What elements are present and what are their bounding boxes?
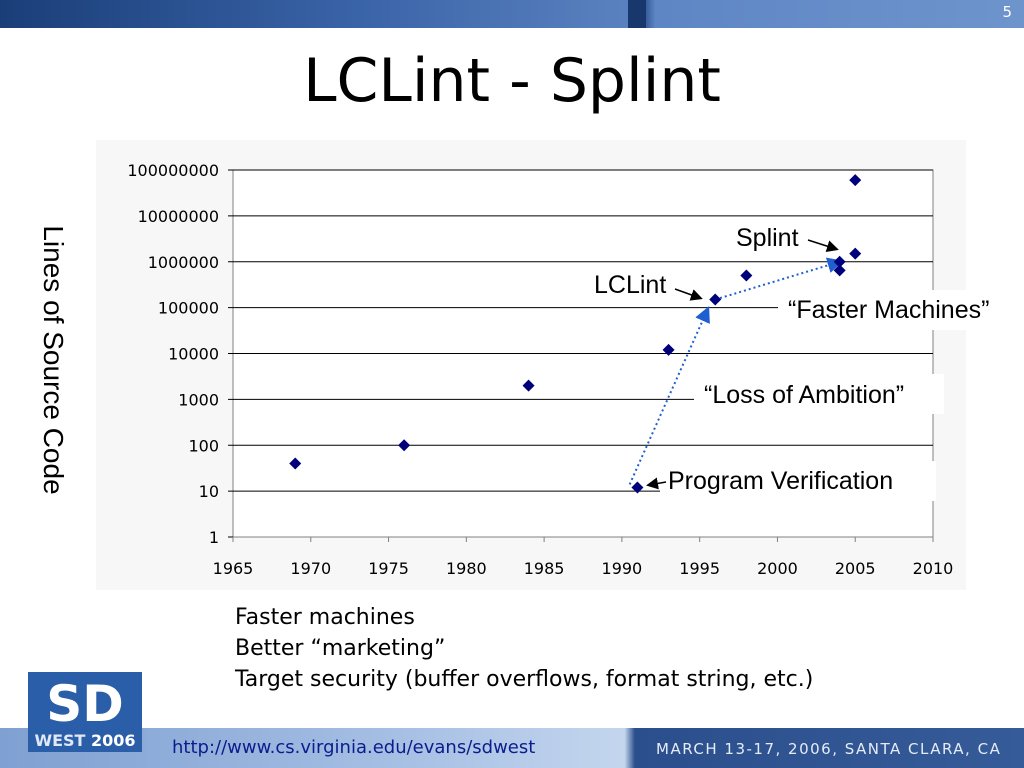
logo-subtitle: WEST 2006 (28, 731, 142, 750)
data-point (849, 174, 862, 187)
logo-year: 2006 (91, 731, 136, 750)
top-banner (0, 0, 1024, 28)
x-tick-label: 1980 (446, 559, 487, 578)
annotation-label: LCLint (594, 271, 666, 299)
y-tick-label: 10 (199, 482, 219, 501)
data-point (631, 481, 644, 494)
trend-arrow (628, 306, 710, 485)
x-tick-label: 2005 (835, 559, 876, 578)
x-tick-label: 1965 (213, 559, 254, 578)
slide-title: LCLint - Splint (303, 46, 721, 116)
annotation-box (694, 374, 944, 414)
y-tick-label: 10000000 (138, 207, 219, 226)
sd-west-logo: SD WEST 2006 (28, 672, 142, 752)
logo-letters: SD (46, 675, 124, 733)
annotation-label: Program Verification (668, 467, 893, 495)
y-tick-label: 10000 (168, 345, 219, 364)
x-tick-label: 1970 (290, 559, 331, 578)
x-tick-label: 2000 (757, 559, 798, 578)
y-tick-label: 100000000 (127, 161, 219, 180)
slide-number: 5 (1002, 3, 1012, 21)
bottom-banner (0, 728, 1024, 768)
data-point (833, 264, 846, 277)
annotation-label: “Faster Machines” (788, 296, 989, 324)
annotation-box (778, 290, 1020, 330)
bullet-list: Faster machines Better “marketing” Targe… (235, 602, 813, 695)
annotation-arrow (807, 239, 839, 252)
bullet-item: Target security (buffer overflows, forma… (235, 667, 814, 692)
x-tick-label: 1985 (524, 559, 565, 578)
logo-west: WEST (34, 731, 86, 750)
x-tick-label: 1975 (368, 559, 409, 578)
annotation-arrow (646, 477, 667, 490)
data-point (398, 439, 411, 452)
y-tick-label: 1 (209, 528, 219, 547)
x-tick-label: 1990 (602, 559, 643, 578)
y-tick-label: 1000000 (148, 253, 219, 272)
annotation-box (660, 461, 936, 501)
data-point (709, 293, 722, 306)
annotation-arrow (674, 288, 703, 301)
data-point (289, 457, 302, 470)
trend-arrow (714, 257, 844, 301)
x-tick-label: 2010 (913, 559, 954, 578)
data-point (833, 255, 846, 268)
data-point (662, 343, 675, 356)
footer-url-link[interactable]: http://www.cs.virginia.edu/evans/sdwest (172, 737, 536, 758)
y-tick-label: 100 (188, 436, 219, 455)
y-tick-label: 1000 (178, 390, 219, 409)
data-point (849, 247, 862, 260)
data-point (522, 379, 535, 392)
annotation-label: “Loss of Ambition” (704, 381, 904, 409)
y-tick-label: 100000 (158, 299, 219, 318)
x-tick-label: 1995 (679, 559, 720, 578)
annotation-label: Splint (736, 224, 799, 252)
bullet-item: Better “marketing” (235, 636, 446, 661)
bullet-item: Faster machines (235, 605, 415, 630)
conference-dates: MARCH 13-17, 2006, SANTA CLARA, CA (656, 740, 1002, 758)
data-point (740, 269, 753, 282)
